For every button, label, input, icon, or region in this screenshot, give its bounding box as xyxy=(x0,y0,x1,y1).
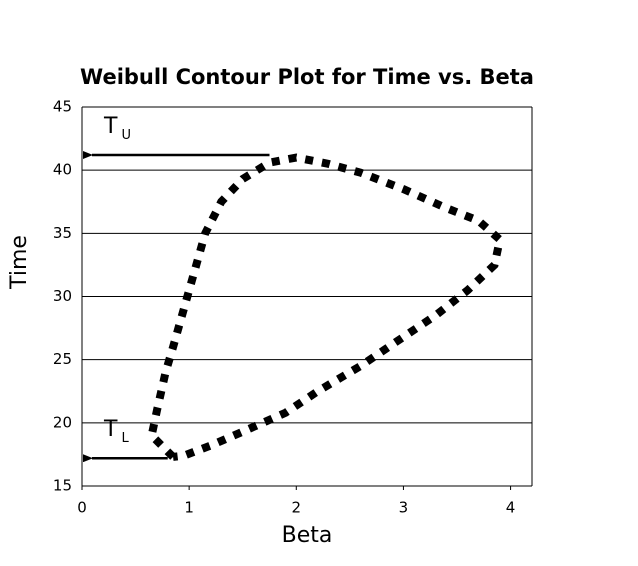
x-tick-label: 3 xyxy=(399,499,409,517)
y-tick-label: 30 xyxy=(53,287,72,305)
y-tick-label: 25 xyxy=(53,350,72,368)
x-axis-label: Beta xyxy=(282,523,333,548)
bound-letter: T xyxy=(103,417,118,442)
x-tick-label: 2 xyxy=(292,499,302,517)
y-tick-label: 45 xyxy=(53,98,72,116)
chart-title: Weibull Contour Plot for Time vs. Beta xyxy=(80,65,534,89)
y-tick-label: 35 xyxy=(53,224,72,242)
bound-subscript: L xyxy=(121,431,129,446)
y-axis-label: Time xyxy=(7,235,32,290)
x-tick-label: 1 xyxy=(184,499,194,517)
x-tick-label: 0 xyxy=(77,499,87,517)
y-tick-label: 15 xyxy=(53,477,72,495)
x-tick-label: 4 xyxy=(506,499,516,517)
contour xyxy=(147,153,505,461)
bound-letter: T xyxy=(103,114,118,139)
bound-subscript: U xyxy=(121,128,131,143)
y-tick-label: 20 xyxy=(53,413,72,431)
y-tick-label: 40 xyxy=(53,161,72,179)
